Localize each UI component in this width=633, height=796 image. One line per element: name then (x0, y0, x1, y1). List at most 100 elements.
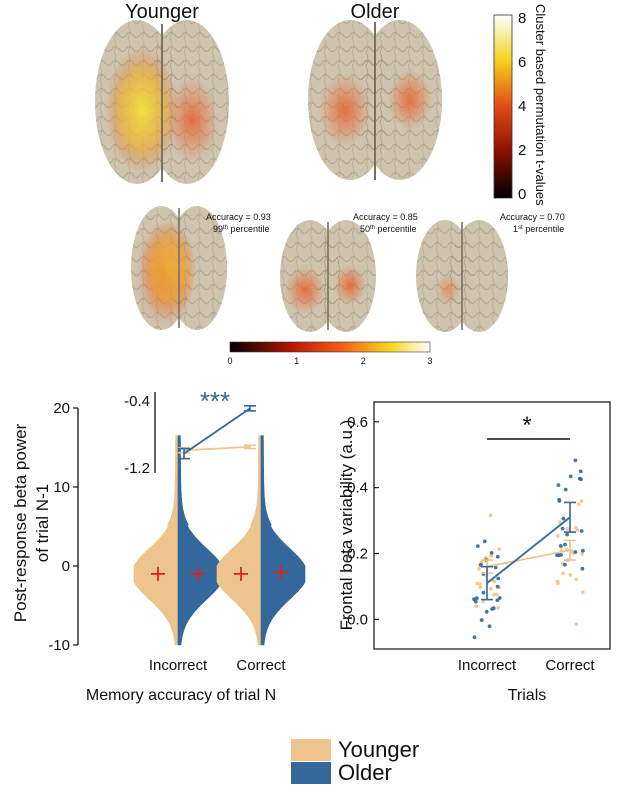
scatter-ylabel: Frontal beta variability (a.u.) (337, 420, 356, 631)
scatter-point (481, 599, 486, 604)
violin-mean-marker (151, 566, 165, 581)
scatter-chart: Frontal beta variability (a.u.) Trials I… (337, 401, 611, 704)
scatter-point (488, 587, 493, 591)
violin-xtick: Correct (236, 657, 286, 674)
legend-label-older: Older (338, 760, 392, 785)
scatter-point (481, 590, 486, 595)
violin-ylabel-line2: of trial N-1 (33, 484, 52, 562)
scatter-errorbar (481, 565, 493, 601)
colorbar-top-tick: 4 (518, 98, 526, 115)
inset-line-older (183, 407, 251, 455)
legend-swatch-younger (291, 739, 331, 761)
violin-ytick-label: 20 (53, 400, 70, 417)
scatter-point (579, 499, 584, 503)
scatter-point (580, 590, 585, 594)
violin-ytick-label: 0 (62, 558, 70, 575)
colorbar-top: 8 6 4 2 0 Cluster based permutation t-va… (493, 4, 548, 206)
percentile-word: percentile (375, 224, 417, 234)
scatter-point (565, 532, 569, 537)
scatter-point (475, 581, 480, 586)
brain-title-older: Older (351, 1, 400, 23)
percentile-word: percentile (228, 224, 270, 234)
scatter-frame (373, 401, 611, 650)
scatter-point (555, 581, 560, 586)
scatter-point (578, 469, 583, 474)
scatter-ytick-label: 0.2 (347, 545, 368, 562)
scatter-point (477, 567, 481, 571)
violin-half-younger (133, 435, 179, 646)
scatter-line-older (486, 516, 571, 584)
percentile-suffix: th (223, 225, 228, 231)
scatter-point (493, 565, 498, 570)
inset-ytick: -0.4 (124, 393, 150, 410)
svg-text:1st percentile: 1st percentile (513, 224, 564, 234)
violin-half-older (177, 435, 223, 646)
brain-example-mid (280, 220, 376, 332)
scatter-point (496, 605, 500, 610)
scatter-point (565, 526, 570, 531)
scatter-xlabel: Trials (508, 687, 547, 704)
colorbar-top-label: Cluster based permutation t-values (533, 4, 548, 206)
scatter-point (478, 585, 483, 590)
colorbar-top-tick: 0 (518, 186, 526, 203)
percentile-number: 50 (360, 224, 370, 234)
brain-older (308, 20, 442, 180)
scatter-point (556, 553, 561, 558)
accuracy-label: Accuracy = 0.93 (206, 212, 271, 222)
colorbar-top-tick: 6 (518, 54, 526, 71)
scatter-point (474, 596, 479, 601)
scatter-ytick-label: 0.0 (347, 611, 368, 628)
violin-half-older (260, 435, 306, 646)
scatter-point (492, 592, 496, 597)
legend-swatch-older (291, 762, 331, 784)
violin-mean-marker (234, 566, 248, 581)
percentile-number: 99 (213, 224, 223, 234)
scatter-point (484, 609, 489, 614)
scatter-point (473, 599, 478, 604)
scatter-point (495, 554, 500, 559)
percentile-number: 1 (513, 224, 518, 234)
scatter-ytick-label: 0.4 (347, 480, 368, 497)
brain-example-low (416, 220, 508, 332)
scatter-errorbar (564, 539, 576, 561)
scatter-point (558, 544, 563, 548)
scatter-point (489, 554, 493, 558)
accuracy-label: Accuracy = 0.85 (353, 212, 418, 222)
legend-label-younger: Younger (338, 737, 419, 762)
violin-chart: Post-response beta power of trial N-1 Me… (11, 386, 306, 704)
scatter-point (557, 499, 562, 503)
scatter-point (495, 592, 499, 597)
inset-errorbar (244, 444, 256, 450)
scatter-line-younger (486, 549, 571, 568)
scatter-point (472, 635, 477, 640)
violin-xtick: Incorrect (149, 657, 208, 674)
svg-text:99th percentile: 99th percentile (213, 224, 270, 234)
violin-ylabel-line1: Post-response beta power (11, 423, 30, 622)
scatter-point (474, 604, 479, 609)
scatter-point (488, 513, 493, 518)
scatter-point (489, 551, 494, 555)
scatter-point (574, 622, 579, 627)
scatter-point (497, 596, 502, 600)
scatter-point (475, 544, 480, 548)
scatter-point (497, 547, 502, 551)
scatter-point (563, 542, 567, 547)
scatter-point (563, 562, 567, 567)
scatter-point (573, 458, 578, 463)
violin-xlabel: Memory accuracy of trial N (86, 687, 276, 704)
scatter-point (581, 548, 585, 553)
colorbar-bottom-tick: 1 (294, 356, 299, 366)
brain-younger (95, 20, 229, 184)
violin-mean-marker (191, 566, 205, 581)
annotation-mid: Accuracy = 0.85 50th percentile (353, 212, 418, 234)
scatter-point (561, 516, 566, 521)
inset-ytick: -1.2 (124, 460, 150, 477)
percentile-suffix: st (518, 225, 523, 231)
percentile-word: percentile (523, 224, 565, 234)
scatter-xtick: Correct (545, 657, 595, 674)
scatter-point (479, 563, 483, 567)
scatter-point (495, 584, 500, 589)
scatter-point (479, 618, 484, 622)
scatter-point (580, 552, 584, 556)
